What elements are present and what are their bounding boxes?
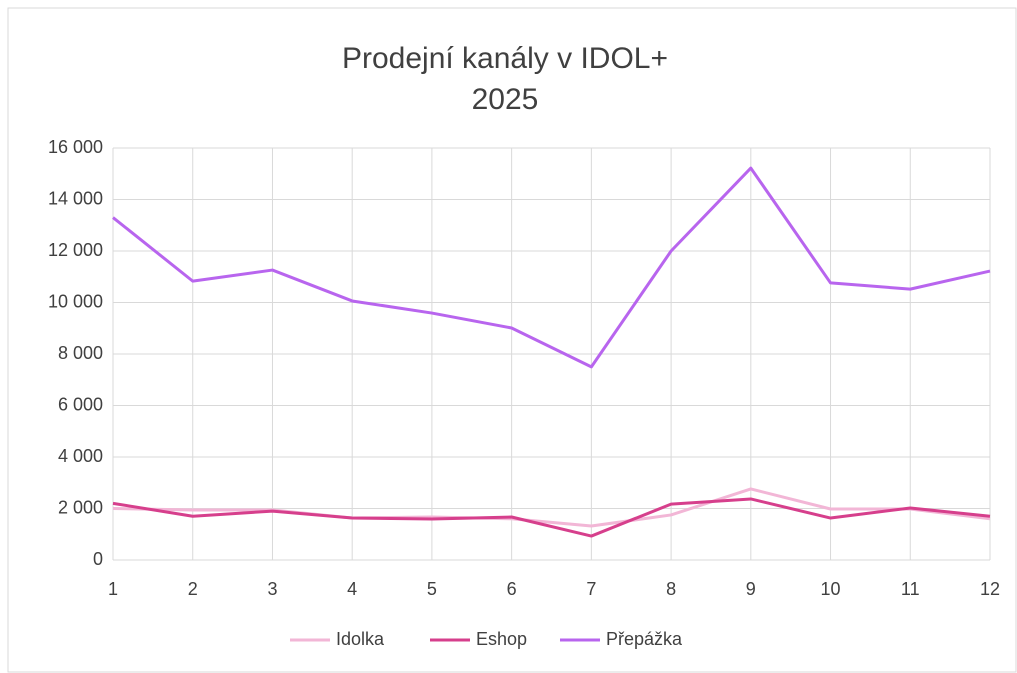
- chart-title: Prodejní kanály v IDOL+: [342, 42, 668, 75]
- series-line: [112, 166, 991, 369]
- x-tick-label: 3: [267, 579, 277, 599]
- series-line: [112, 497, 991, 538]
- y-tick-label: 2 000: [58, 497, 103, 517]
- x-tick-label: 10: [821, 579, 841, 599]
- legend-label: Přepážka: [606, 629, 683, 649]
- x-tick-label: 7: [586, 579, 596, 599]
- x-tick-label: 5: [427, 579, 437, 599]
- x-tick-label: 1: [108, 579, 118, 599]
- x-tick-label: 6: [507, 579, 517, 599]
- y-tick-label: 4 000: [58, 446, 103, 466]
- series-line: [112, 487, 991, 528]
- x-tick-label: 8: [666, 579, 676, 599]
- y-tick-label: 10 000: [48, 291, 103, 311]
- y-tick-label: 16 000: [48, 137, 103, 157]
- x-tick-label: 9: [746, 579, 756, 599]
- y-tick-label: 8 000: [58, 343, 103, 363]
- legend-label: Idolka: [336, 629, 385, 649]
- y-tick-label: 12 000: [48, 240, 103, 260]
- legend-label: Eshop: [476, 629, 527, 649]
- x-tick-label: 12: [980, 579, 1000, 599]
- y-tick-label: 6 000: [58, 394, 103, 414]
- y-tick-label: 0: [93, 549, 103, 569]
- x-tick-label: 11: [901, 579, 920, 599]
- chart-subtitle: 2025: [472, 83, 539, 116]
- y-tick-label: 14 000: [48, 188, 103, 208]
- x-tick-label: 4: [347, 579, 357, 599]
- x-tick-label: 2: [188, 579, 198, 599]
